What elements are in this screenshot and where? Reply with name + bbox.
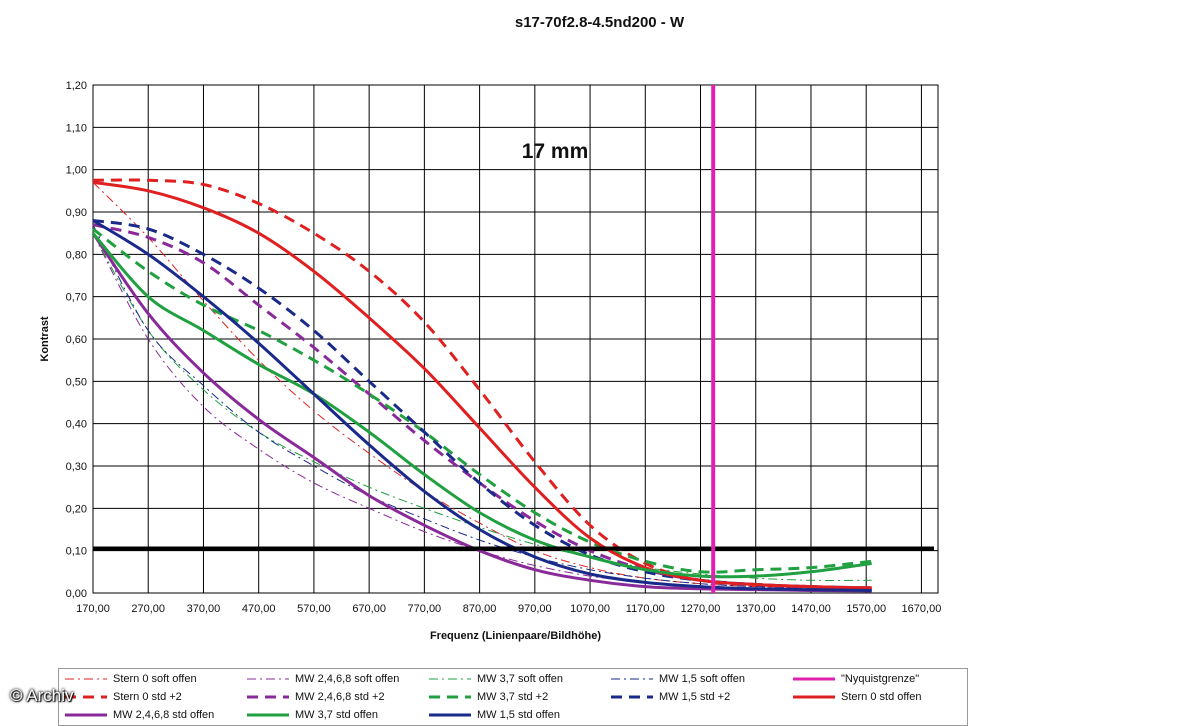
legend-item: Stern 0 std offen — [791, 689, 922, 705]
legend-label: MW 1,5 soft offen — [659, 673, 746, 685]
y-axis-title: Kontrast — [39, 316, 51, 362]
legend-item: MW 2,4,6,8 std offen — [63, 707, 214, 723]
legend-label: MW 3,7 std offen — [295, 709, 378, 721]
chart-legend: Stern 0 soft offen MW 2,4,6,8 soft offen M… — [58, 668, 968, 726]
y-tick-label: 0,50 — [66, 376, 87, 388]
y-tick-label: 0,40 — [66, 419, 87, 431]
y-tick-label: 1,00 — [66, 165, 87, 177]
x-tick-label: 470,00 — [242, 603, 276, 615]
legend-item: MW 3,7 std offen — [245, 707, 378, 723]
chart-title: s17-70f2.8-4.5nd200 - W — [514, 14, 685, 31]
series-line-mw-1-5-std-offen — [92, 219, 872, 592]
y-tick-label: 0,00 — [66, 588, 87, 600]
x-tick-label: 370,00 — [187, 603, 221, 615]
legend-item: MW 3,7 soft offen — [427, 671, 563, 687]
legend-item: MW 2,4,6,8 std +2 — [245, 689, 385, 705]
legend-swatch — [65, 713, 107, 717]
legend-swatch — [429, 713, 471, 717]
x-tick-label: 1270,00 — [681, 603, 721, 615]
legend-swatch — [793, 677, 835, 681]
x-tick-label: 1170,00 — [626, 603, 665, 615]
legend-label: MW 3,7 soft offen — [477, 673, 564, 685]
focal-length-annotation: 17 mm — [522, 140, 589, 163]
y-tick-label: 0,10 — [66, 546, 87, 558]
x-axis-title: Frequenz (Linienpaare/Bildhöhe) — [430, 630, 601, 642]
x-tick-label: 170,00 — [76, 603, 110, 615]
legend-label: MW 2,4,6,8 soft offen — [295, 673, 400, 685]
x-tick-label: 770,00 — [408, 603, 442, 615]
x-tick-label: 1670,00 — [902, 603, 942, 615]
x-tick-label: 970,00 — [518, 603, 552, 615]
legend-item: MW 1,5 soft offen — [609, 671, 745, 687]
legend-item: MW 1,5 std +2 — [609, 689, 730, 705]
legend-swatch — [611, 678, 653, 680]
legend-swatch — [247, 678, 289, 680]
y-tick-label: 0,30 — [66, 461, 87, 473]
legend-item: MW 1,5 std offen — [427, 707, 560, 723]
legend-swatch — [429, 695, 471, 699]
legend-item: Stern 0 soft offen — [63, 671, 197, 687]
legend-label: Stern 0 std +2 — [113, 691, 182, 703]
legend-swatch — [611, 695, 653, 699]
series-line-mw-1-5-soft-offen — [92, 224, 872, 590]
x-tick-label: 1070,00 — [570, 603, 610, 615]
series-line-mw-1-5-std-2 — [92, 219, 872, 590]
legend-swatch — [247, 695, 289, 699]
series-line-stern-0-std-offen — [92, 180, 872, 590]
y-tick-label: 0,70 — [66, 292, 87, 304]
series-line-mw-3-7-std-2 — [92, 227, 872, 574]
legend-label: MW 2,4,6,8 std offen — [113, 709, 215, 721]
legend-swatch — [793, 695, 835, 699]
legend-label: MW 3,7 std +2 — [477, 691, 549, 703]
legend-item: Stern 0 std +2 — [63, 689, 182, 705]
y-tick-label: 0,60 — [66, 334, 87, 346]
y-tick-label: 0,20 — [66, 503, 87, 515]
series-line-mw-3-7-std-offen — [91, 232, 872, 579]
watermark: © Archiv — [10, 686, 74, 705]
legend-label: Stern 0 std offen — [841, 691, 922, 703]
legend-swatch — [65, 678, 107, 680]
y-tick-label: 0,90 — [66, 207, 87, 219]
mtf-line-chart: 0,00 0,10 0,20 0,30 0,40 0,50 0,60 0,70 0,80 0,90… — [39, 80, 942, 642]
x-tick-label: 870,00 — [463, 603, 497, 615]
x-tick-label: 1470,00 — [791, 603, 831, 615]
legend-label: MW 1,5 std +2 — [659, 691, 731, 703]
legend-swatch — [247, 713, 289, 717]
legend-label: MW 2,4,6,8 std +2 — [295, 691, 385, 703]
x-tick-label: 1570,00 — [846, 603, 886, 615]
series-line-mw-2-4-6-8-soft-offen — [92, 232, 872, 591]
y-tick-label: 1,10 — [66, 122, 87, 134]
legend-label: Stern 0 soft offen — [113, 673, 197, 685]
legend-label: MW 1,5 std offen — [477, 709, 560, 721]
legend-label: "Nyquistgrenze" — [841, 673, 920, 685]
x-tick-label: 1370,00 — [736, 603, 776, 615]
legend-swatch — [65, 695, 107, 699]
legend-swatch — [429, 678, 471, 680]
legend-item: "Nyquistgrenze" — [791, 671, 919, 687]
y-tick-label: 1,20 — [66, 80, 87, 92]
x-tick-label: 570,00 — [297, 603, 331, 615]
legend-item: MW 3,7 std +2 — [427, 689, 548, 705]
series-line-stern-0-soft-offen — [92, 182, 872, 590]
y-tick-label: 0,80 — [66, 249, 87, 261]
x-tick-label: 270,00 — [131, 603, 165, 615]
legend-item: MW 2,4,6,8 soft offen — [245, 671, 399, 687]
x-tick-label: 670,00 — [352, 603, 386, 615]
